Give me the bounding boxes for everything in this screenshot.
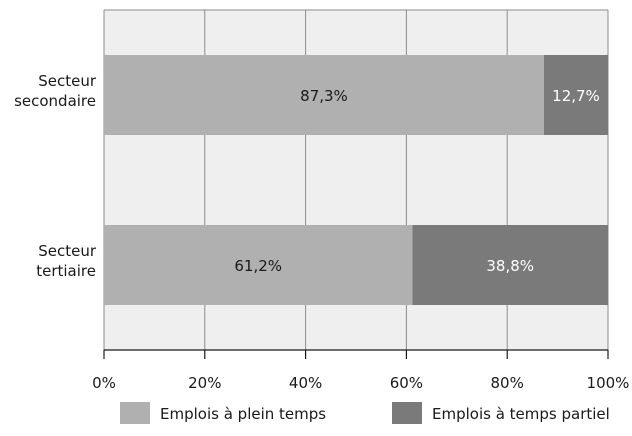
bar-full-time-1 <box>104 225 413 305</box>
x-tick-label: 40% <box>289 374 322 392</box>
x-tick-label: 20% <box>188 374 221 392</box>
bar-part-time-0 <box>543 55 608 135</box>
category-label-line: Secteur <box>38 72 97 90</box>
legend-label-full-time: Emplois à plein temps <box>160 405 326 423</box>
category-label-line: secondaire <box>14 92 96 110</box>
x-tick-label: 100% <box>587 374 630 392</box>
legend-label-part-time: Emplois à temps partiel <box>432 405 610 423</box>
legend-swatch-part-time <box>392 402 422 424</box>
bar-full-time-0 <box>104 55 544 135</box>
category-label-line: Secteur <box>38 242 97 260</box>
x-tick-label: 0% <box>92 374 116 392</box>
data-label: 61,2% <box>234 257 282 275</box>
data-label: 87,3% <box>300 87 348 105</box>
data-label: 12,7% <box>552 87 600 105</box>
bar-part-time-1 <box>412 225 608 305</box>
category-label: Secteur secondaire <box>14 72 97 110</box>
legend-swatch-full-time <box>120 402 150 424</box>
x-tick-label: 80% <box>491 374 524 392</box>
category-label: Secteur tertiaire <box>36 242 97 280</box>
data-label: 38,8% <box>486 257 534 275</box>
category-label-line: tertiaire <box>36 262 96 280</box>
x-tick-label: 60% <box>390 374 423 392</box>
